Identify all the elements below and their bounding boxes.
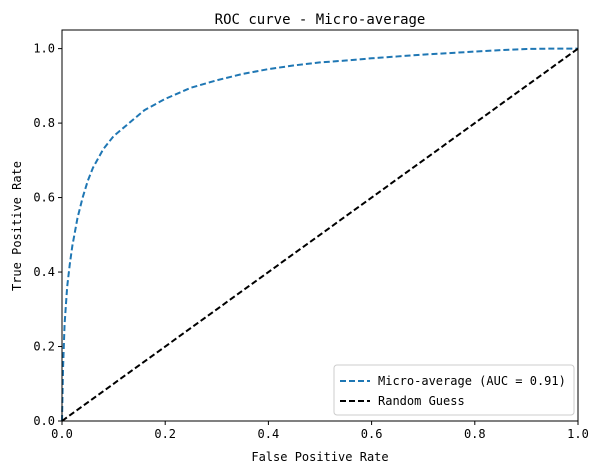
y-tick-label: 0.2 — [33, 340, 55, 354]
series-line-0 — [61, 47, 578, 422]
x-tick-label: 0.2 — [154, 427, 176, 441]
legend: Micro-average (AUC = 0.91) Random Guess — [333, 364, 575, 416]
series-layer — [61, 47, 579, 422]
y-tick-label: 1.0 — [33, 42, 55, 56]
legend-label-random-guess: Random Guess — [378, 394, 465, 408]
y-tick-label: 0.6 — [33, 191, 55, 205]
plot-area — [61, 29, 579, 422]
legend-label-micro-average: Micro-average (AUC = 0.91) — [378, 374, 566, 388]
y-tick-label: 0.8 — [33, 116, 55, 130]
x-tick-label: 0.0 — [51, 427, 73, 441]
x-tick-label: 0.6 — [361, 427, 383, 441]
y-tick-label: 0.0 — [33, 414, 55, 428]
x-tick-label: 0.8 — [464, 427, 486, 441]
chart-title: ROC curve - Micro-average — [215, 12, 426, 28]
series-line-1 — [61, 47, 579, 422]
x-tick-label: 0.4 — [258, 427, 280, 441]
x-axis: 0.0 0.2 0.4 0.6 0.8 1.0 — [51, 421, 589, 441]
y-tick-label: 0.4 — [33, 265, 55, 279]
legend-box — [333, 364, 575, 416]
plot-frame — [61, 29, 579, 422]
x-tick-label: 1.0 — [567, 427, 589, 441]
y-axis: 0.0 0.2 0.4 0.6 0.8 1.0 — [33, 42, 62, 428]
y-axis-label: True Positive Rate — [10, 161, 24, 291]
x-axis-label: False Positive Rate — [251, 450, 388, 464]
